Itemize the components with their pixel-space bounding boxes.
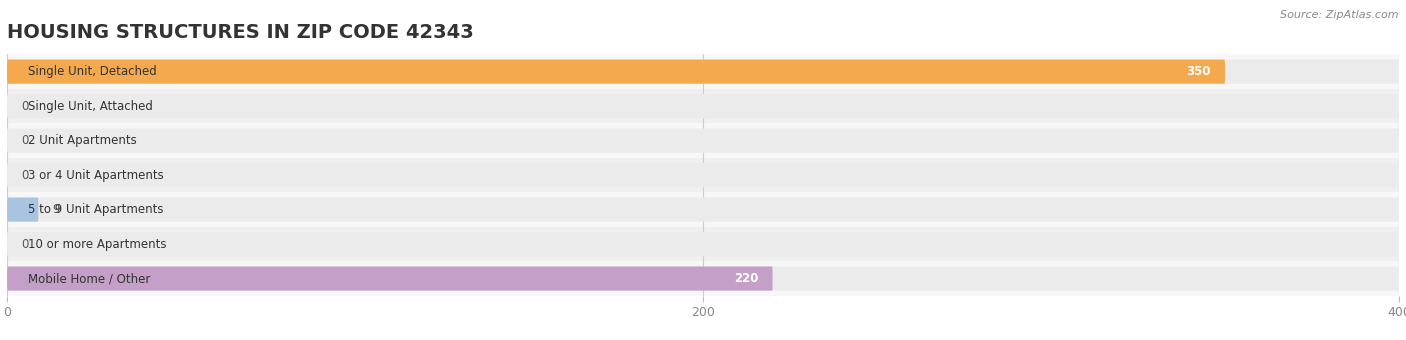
- Text: HOUSING STRUCTURES IN ZIP CODE 42343: HOUSING STRUCTURES IN ZIP CODE 42343: [7, 23, 474, 42]
- FancyBboxPatch shape: [7, 94, 1399, 118]
- Text: 5 to 9 Unit Apartments: 5 to 9 Unit Apartments: [28, 203, 163, 216]
- FancyBboxPatch shape: [7, 59, 1225, 84]
- Text: 220: 220: [734, 272, 759, 285]
- Text: Source: ZipAtlas.com: Source: ZipAtlas.com: [1281, 10, 1399, 20]
- FancyBboxPatch shape: [7, 267, 773, 291]
- Text: 350: 350: [1187, 65, 1211, 78]
- Text: 0: 0: [21, 134, 28, 147]
- Bar: [7, 227, 1399, 261]
- FancyBboxPatch shape: [7, 198, 38, 222]
- FancyBboxPatch shape: [7, 198, 1399, 222]
- Text: 2 Unit Apartments: 2 Unit Apartments: [28, 134, 136, 147]
- Bar: [7, 261, 1399, 296]
- Text: 3 or 4 Unit Apartments: 3 or 4 Unit Apartments: [28, 169, 163, 182]
- Bar: [7, 158, 1399, 192]
- Text: 9: 9: [52, 203, 60, 216]
- FancyBboxPatch shape: [7, 267, 1399, 291]
- Text: 0: 0: [21, 238, 28, 251]
- Text: 0: 0: [21, 169, 28, 182]
- FancyBboxPatch shape: [7, 129, 1399, 153]
- Text: Single Unit, Attached: Single Unit, Attached: [28, 100, 153, 113]
- FancyBboxPatch shape: [7, 163, 1399, 187]
- Text: 0: 0: [21, 100, 28, 113]
- FancyBboxPatch shape: [7, 59, 1399, 84]
- Bar: [7, 54, 1399, 89]
- Bar: [7, 89, 1399, 123]
- FancyBboxPatch shape: [7, 232, 1399, 256]
- Text: Single Unit, Detached: Single Unit, Detached: [28, 65, 156, 78]
- Bar: [7, 192, 1399, 227]
- Bar: [7, 123, 1399, 158]
- Text: 10 or more Apartments: 10 or more Apartments: [28, 238, 166, 251]
- Text: Mobile Home / Other: Mobile Home / Other: [28, 272, 150, 285]
